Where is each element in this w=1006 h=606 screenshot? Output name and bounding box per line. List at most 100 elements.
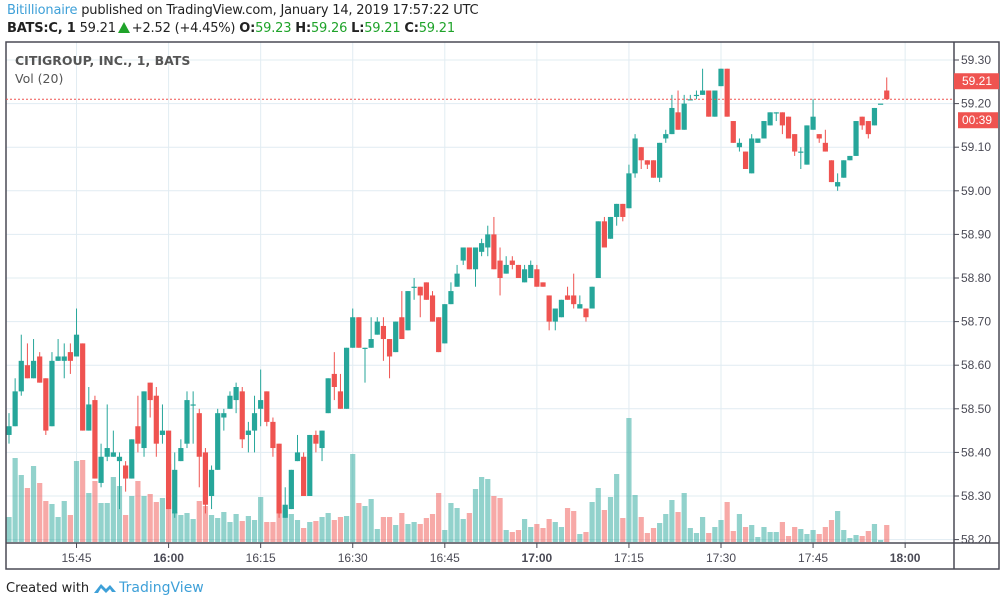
candle-body	[706, 90, 712, 117]
candle-body	[313, 434, 319, 444]
tradingview-logo-icon	[93, 581, 117, 599]
volume-bar	[37, 483, 43, 542]
volume-bar	[571, 511, 577, 542]
x-tick-label: 16:45	[430, 551, 460, 565]
volume-bar	[411, 522, 417, 542]
candle-body	[264, 391, 270, 422]
series-title: CITIGROUP, INC., 1, BATS	[15, 53, 191, 68]
candle-body	[331, 373, 337, 387]
last-price: 59.21	[79, 21, 116, 36]
volume-bar	[847, 538, 853, 542]
candle-body	[614, 203, 620, 217]
volume-bar	[135, 481, 141, 542]
candle	[61, 343, 67, 379]
volume-bar	[307, 522, 313, 542]
author-link[interactable]: Bitillionaire	[7, 3, 78, 18]
candle-body	[644, 160, 650, 165]
candle-body	[61, 356, 67, 361]
last-price-tag-text: 59.21	[962, 74, 992, 88]
candle-body	[80, 343, 86, 431]
candle-body	[792, 134, 798, 152]
volume-bar	[43, 501, 49, 542]
y-tick-label: 58.70	[961, 315, 991, 329]
tradingview-link[interactable]: TradingView	[119, 580, 204, 596]
candle	[374, 317, 380, 335]
volume-bar	[202, 506, 209, 542]
candle-body	[491, 234, 497, 270]
candle	[245, 421, 251, 453]
candle-body	[356, 317, 362, 348]
y-tick-label: 59.30	[961, 53, 991, 67]
candle-body	[681, 103, 687, 130]
candle-body	[884, 90, 890, 100]
candle-body	[503, 264, 509, 274]
candle	[521, 264, 528, 283]
candle-body	[55, 356, 61, 361]
candle-body	[233, 387, 239, 401]
volume-bar	[853, 535, 859, 542]
candle-body	[423, 282, 429, 300]
volume-bar	[540, 528, 546, 542]
candle-body	[779, 112, 785, 126]
volume-bar	[521, 519, 528, 542]
candle	[491, 216, 497, 270]
candle-body	[558, 299, 565, 318]
y-tick-label: 59.10	[961, 140, 991, 154]
volume-bar	[792, 527, 798, 542]
candle	[816, 134, 822, 143]
price-change: +2.52 (+4.45%)	[131, 21, 236, 36]
candle-body	[276, 443, 282, 514]
candle-body	[178, 448, 184, 462]
candle	[80, 343, 86, 431]
chart-frame	[5, 41, 1000, 570]
candle	[190, 391, 196, 444]
candle-body	[847, 155, 853, 161]
volume-bar	[503, 530, 509, 542]
volume-bar	[761, 527, 767, 542]
candle	[503, 256, 509, 274]
candle	[595, 221, 601, 278]
candle	[546, 295, 552, 331]
volume-indicator-label[interactable]: Vol (20)	[15, 71, 64, 86]
candle	[129, 439, 135, 479]
candle-body	[294, 452, 301, 462]
candle-body	[865, 121, 871, 135]
volume-bar	[227, 522, 233, 542]
candle-body	[552, 308, 558, 322]
candle-body	[374, 321, 380, 335]
candle-body	[325, 378, 331, 414]
candle	[601, 216, 607, 248]
volume-bars	[6, 418, 890, 542]
volume-bar	[147, 494, 153, 542]
candle-body	[657, 142, 663, 178]
volume-bar	[80, 460, 86, 542]
candle-body	[485, 234, 491, 248]
volume-bar	[417, 524, 423, 542]
candle	[337, 373, 344, 409]
candle-body	[466, 247, 472, 270]
volume-bar	[313, 521, 319, 542]
candle-body	[515, 264, 522, 278]
candle-body	[24, 365, 31, 379]
volume-bar	[595, 488, 601, 542]
candle-body	[835, 182, 841, 187]
volume-bar	[423, 518, 429, 542]
candle-body	[153, 395, 159, 444]
volume-bar	[699, 517, 706, 542]
candle-body	[810, 116, 816, 130]
volume-bar	[509, 532, 515, 542]
candle-body	[147, 382, 153, 401]
candle	[699, 68, 706, 95]
candle	[822, 129, 828, 152]
candle	[98, 443, 104, 488]
volume-bar	[178, 515, 184, 542]
volume-bar	[374, 529, 380, 542]
candle-body	[755, 138, 761, 143]
axes	[5, 41, 1000, 570]
candle	[564, 286, 571, 300]
candle	[552, 308, 558, 331]
candle	[847, 155, 853, 161]
candle	[55, 339, 61, 361]
candle	[663, 129, 669, 143]
